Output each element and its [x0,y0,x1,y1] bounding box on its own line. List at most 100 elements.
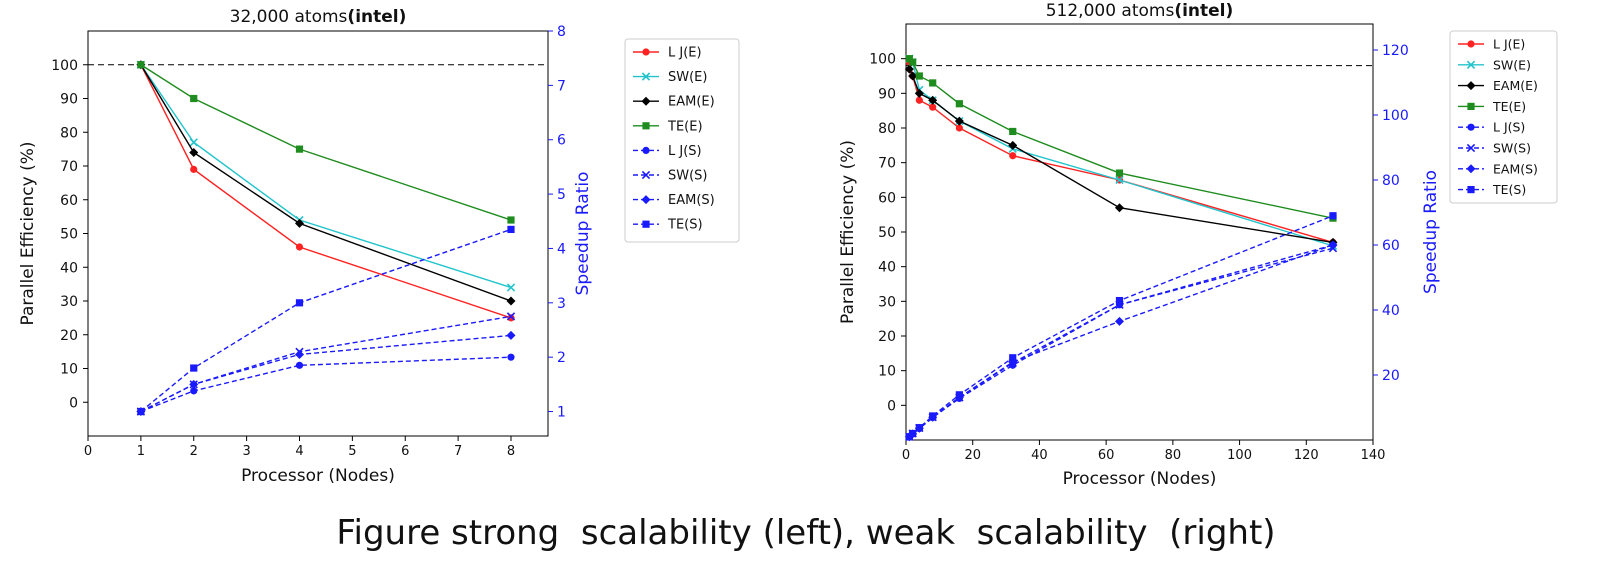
chart1-series-l-j-e-point [190,165,198,173]
chart2-legend-entry-te-s: TE(S) [1458,182,1526,197]
chart2-legend-entry-sw-s: SW(S) [1458,141,1531,156]
chart2-legend-entry-te-s-marker [1467,186,1475,194]
chart2-legend-entry-eam-e-label: EAM(E) [1493,78,1538,93]
chart1-y2-tick-label: 6 [557,133,566,149]
chart1-series-eam-s-line [140,334,512,413]
chart2-group: 512,000 atoms(intel) 0 20 40 60 80 100 120 140 0 1… [838,1,1558,489]
chart1-series-te-s-point [295,299,304,307]
chart2-series-te-e-point [955,100,963,108]
chart1-series-eam-s-point [294,349,304,359]
chart1-x-tick-label: 8 [507,444,515,459]
chart2-series-eam-e-line [908,68,1334,244]
chart1-legend-entry-te-s-label: TE(S) [667,218,703,233]
chart2-legend-entry-l-j-s-label: L J(S) [1493,120,1525,135]
chart2-x-axis-label: Processor (Nodes) [1063,469,1217,489]
chart1-legend-entry-sw-e: SW(E) [633,70,707,85]
chart2-legend-entry-sw-e-marker [1466,60,1476,69]
chart1-series-sw-e-point [189,138,198,147]
chart1-y-tick-label: 40 [60,260,78,276]
chart1-legend: L J(E) SW(E) EAM(E) TE(E) L J(S) SW(S) EAM(S) T… [624,38,740,243]
chart1-series-eam-e-line [140,64,512,302]
chart1-series-l-j-s-point [295,361,304,369]
chart1-x-tick-label: 2 [190,444,198,459]
chart2-series-te-e-point [929,79,937,87]
chart1-title: 32,000 atoms(intel) [230,7,407,27]
chart2-y-tick-label: 0 [887,398,896,414]
chart1-x-tick-label: 6 [401,444,409,459]
chart1-series-te-e-point [295,145,304,153]
chart2-title-platform: (intel) [1174,1,1233,21]
chart1-series-te-s-line [140,228,512,413]
chart2-series-sw-e-point [1115,175,1124,185]
chart2-y-tick-label: 100 [869,52,896,68]
chart1-series-te-e-line [140,64,512,221]
chart2-legend-entry-l-j-s: L J(S) [1458,120,1525,135]
chart1-x-tick-label: 5 [348,444,356,459]
chart1-series-l-j-e-line [140,64,512,319]
chart2-legend-entry-eam-s-label: EAM(S) [1493,161,1538,176]
chart2-y-tick-label: 40 [878,260,896,276]
chart1-legend-entry-te-e: TE(E) [633,119,703,134]
chart2-legend-entry-l-j-e-label: L J(E) [1493,37,1525,52]
chart2-legend-entry-eam-e: EAM(E) [1458,78,1538,93]
chart1-legend-entry-sw-s-marker [641,170,651,180]
chart2-series-sw-s [905,244,1338,441]
chart2-legend-entry-te-s-label: TE(S) [1492,182,1526,197]
chart1-y-tick-label: 50 [60,227,78,243]
chart2-y-tick-label: 80 [878,121,896,137]
chart2-series-eam-e-point [1008,140,1018,150]
chart1-legend-entry-l-j-s-marker [642,146,650,154]
chart2-series-te-s-point [929,412,937,420]
chart1-legend-entry-te-s-marker [642,220,650,228]
chart2-x-tick-label: 60 [1098,448,1115,463]
chart1-y2-tick-label: 2 [557,350,566,366]
chart1-series-eam-e-point [506,296,516,306]
chart1-series-te-s [137,225,515,416]
chart1-group: 32,000 atoms(intel)0 1 2 3 4 5 6 7 8010203040506… [18,7,740,486]
chart1-legend-entry-l-j-e-label: L J(E) [668,46,702,61]
chart1-series-sw-s-line [140,315,512,413]
chart1-series-te-s-point [507,225,515,234]
chart1-y-tick-label: 0 [69,395,78,411]
chart2-x-tick-label: 120 [1294,448,1319,463]
chart1-legend-entry-eam-e-marker [641,96,651,106]
chart1-series-l-j-s-point [190,387,198,395]
chart1-x-tick-label: 3 [242,444,250,459]
chart2-legend-entry-eam-s-marker [1466,164,1476,174]
chart2-series-l-j-s-line [908,244,1334,438]
chart2-legend-entry-sw-s-label: SW(S) [1493,141,1531,156]
chart1-series-eam-s [136,330,516,417]
chart2-series-l-j-e-point [915,96,923,104]
chart2-series-te-s-point [1009,354,1017,362]
chart2-y-tick-label: 50 [878,225,896,241]
chart2-series-te-s-line [908,215,1334,438]
chart2-series-eam-e-point [1114,203,1124,213]
chart2-legend-entry-l-j-e-marker [1467,40,1475,48]
chart1-legend-box [624,38,740,243]
chart1-y-tick-label: 10 [60,362,78,378]
chart1-legend-entry-eam-s-marker [641,195,651,205]
chart1-y2-tick-label: 8 [557,24,566,40]
chart2-y-tick-label: 60 [878,190,896,206]
chart2-series-te-e-point [915,72,923,80]
chart2-y-tick-label: 70 [878,156,896,172]
chart1-legend-entry-l-j-e: L J(E) [633,46,702,61]
chart1-y-tick-label: 60 [60,193,78,209]
chart1-legend-entry-sw-e-label: SW(E) [668,70,707,85]
chart2-series-eam-e-point [928,95,938,105]
chart2-x-tick-label: 0 [902,448,910,463]
chart1-series-te-e-point [190,94,198,103]
chart1-y-tick-label: 20 [60,328,78,344]
chart2-series-te-e-point [1009,127,1017,136]
figure-caption: Figure strong scalability (left), weak s… [336,513,1276,553]
chart2-plot-frame [905,23,1374,441]
chart2-y2-tick-label: 100 [1382,108,1409,124]
chart2-y2-tick-label: 80 [1382,173,1400,189]
chart2-y-tick-label: 90 [878,86,896,102]
chart1-legend-entry-l-j-s: L J(S) [633,144,702,159]
chart1-series-l-j-s-point [507,353,515,361]
chart2-legend-entry-l-j-s-marker [1467,123,1475,131]
chart2-series-te-s [905,212,1337,441]
chart1-y-tick-label: 30 [60,294,78,310]
chart2-series-te-e-point [909,58,917,66]
